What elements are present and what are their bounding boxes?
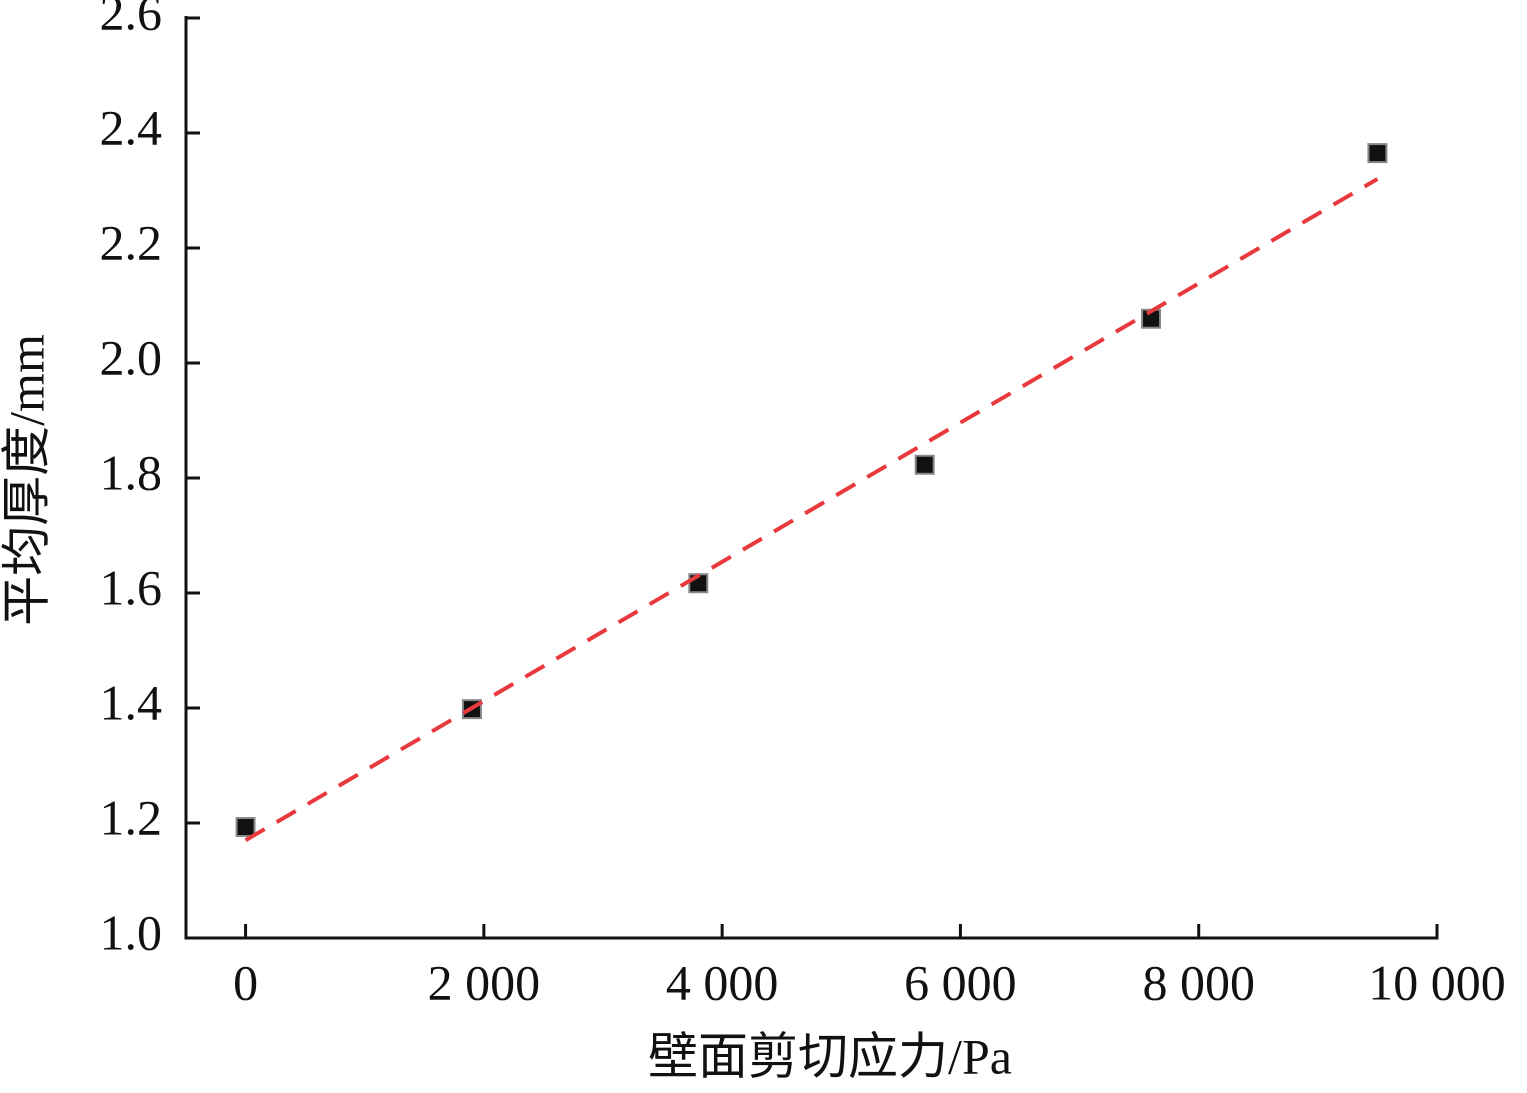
y-tick-label: 1.4 — [100, 674, 163, 730]
y-axis-label: 平均厚度/mm — [0, 334, 54, 626]
y-tick-label: 1.2 — [100, 789, 163, 845]
point — [914, 454, 935, 475]
y-tick-label: 2.6 — [100, 0, 163, 40]
point — [235, 817, 256, 838]
y-tick-label: 1.6 — [100, 559, 163, 615]
y-tick-label: 2.2 — [100, 214, 163, 270]
x-tick-label: 0 — [233, 954, 258, 1010]
x-tick-label: 8 000 — [1142, 954, 1255, 1010]
y-tick-label: 1.8 — [100, 444, 163, 500]
y-tick-label: 1.0 — [100, 904, 163, 960]
x-tick-label: 6 000 — [904, 954, 1017, 1010]
x-tick-label: 10 000 — [1368, 954, 1506, 1010]
fit-line — [244, 177, 1379, 842]
x-tick-label: 2 000 — [428, 954, 541, 1010]
point — [1367, 143, 1388, 164]
y-tick-label: 2.0 — [100, 329, 163, 385]
y-tick-label: 2.4 — [100, 99, 163, 155]
x-tick-label: 4 000 — [666, 954, 779, 1010]
x-axis-label: 壁面剪切应力/Pa — [648, 1028, 1012, 1084]
